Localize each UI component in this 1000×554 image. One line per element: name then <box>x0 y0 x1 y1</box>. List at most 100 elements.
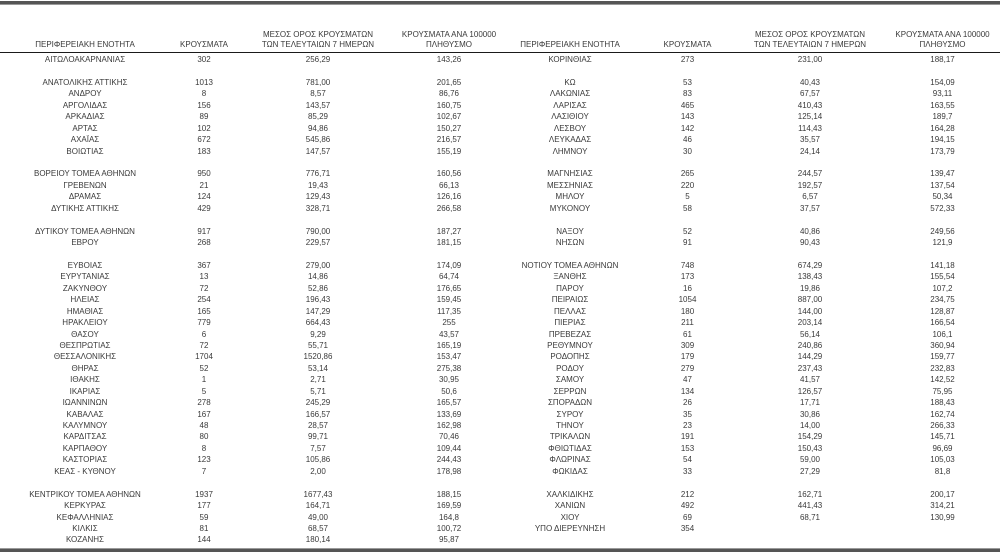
per100k-cell: 109,44 <box>436 443 462 453</box>
per100k-cell: 141,18 <box>930 260 955 270</box>
per100k-cell: 133,69 <box>436 409 462 419</box>
spacer-row <box>0 65 500 76</box>
region-cell: ΚΟΡΙΝΘΙΑΣ <box>548 55 592 64</box>
avg7-cell: 328,71 <box>305 203 331 213</box>
bottom-rule <box>0 548 1000 552</box>
table-row: ΕΥΒΟΙΑΣ 367 279,00 174,09 <box>0 260 500 271</box>
per100k-cell: 200,17 <box>930 489 955 499</box>
avg7-cell: 154,29 <box>797 432 823 442</box>
avg7-cell: 410,43 <box>797 100 823 110</box>
per100k-cell: 216,57 <box>436 135 462 145</box>
per100k-cell: 266,33 <box>930 421 955 430</box>
table-row: ΙΚΑΡΙΑΣ 5 5,71 50,6 <box>0 386 500 397</box>
per100k-cell: 165,57 <box>436 398 462 408</box>
per100k-cell: 145,71 <box>930 432 955 442</box>
avg7-cell: 40,86 <box>799 226 821 236</box>
avg7-cell: 138,43 <box>797 272 823 282</box>
avg7-cell: 674,29 <box>797 260 823 270</box>
per100k-cell: 176,65 <box>436 283 462 293</box>
table-row: ΑΧΑΪΑΣ 672 545,86 216,57 <box>0 134 500 145</box>
table-row: ΘΑΣΟΥ 6 9,29 43,57 <box>0 329 500 340</box>
table-row: ΝΗΣΩΝ 91 90,43 121,9 <box>500 237 1000 248</box>
region-cell: ΜΑΓΝΗΣΙΑΣ <box>547 169 593 179</box>
cases-cell: 429 <box>197 203 211 213</box>
table-row: ΚΩ 53 40,43 154,09 <box>500 77 1000 88</box>
region-cell: ΣΕΡΡΩΝ <box>553 386 587 396</box>
per100k-cell: 75,95 <box>932 386 953 396</box>
cases-cell: 220 <box>680 180 695 190</box>
table-row: ΣΥΡΟΥ 35 30,86 162,74 <box>500 409 1000 420</box>
region-cell: ΡΕΘΥΜΝΟΥ <box>547 340 593 350</box>
per100k-cell: 86,76 <box>438 89 460 99</box>
table-row: ΧΑΛΚΙΔΙΚΗΣ 212 162,71 200,17 <box>500 489 1000 500</box>
region-cell: ΛΕΣΒΟΥ <box>553 123 587 133</box>
region-cell: ΛΑΚΩΝΙΑΣ <box>549 89 591 99</box>
cases-cell: 191 <box>680 432 695 442</box>
avg7-cell: 147,29 <box>305 306 331 316</box>
region-cell: ΘΑΣΟΥ <box>71 329 99 339</box>
cases-cell: 1013 <box>195 77 213 87</box>
avg7-cell: 40,43 <box>799 77 821 87</box>
spacer-row <box>0 248 500 259</box>
cases-cell: 672 <box>197 135 211 145</box>
avg7-cell: 545,86 <box>305 135 331 145</box>
avg7-cell: 85,29 <box>307 112 329 122</box>
table-row: ΝΟΤΙΟΥ ΤΟΜΕΑ ΑΘΗΝΩΝ 748 674,29 141,18 <box>500 260 1000 271</box>
region-cell: ΑΡΓΟΛΙΔΑΣ <box>62 100 108 110</box>
column-header-avg7: ΜΕΣΟΣ ΟΡΟΣ ΚΡΟΥΣΜΑΤΩΝ ΤΩΝ ΤΕΛΕΥΤΑΙΩΝ 7 Η… <box>238 30 398 49</box>
cases-cell: 46 <box>683 135 692 145</box>
column-header-avg7-line2: ΤΩΝ ΤΕΛΕΥΤΑΙΩΝ 7 ΗΜΕΡΩΝ <box>753 39 867 49</box>
per100k-cell: 159,45 <box>436 295 462 305</box>
per100k-cell: 572,33 <box>930 203 955 213</box>
per100k-cell: 173,79 <box>930 146 955 156</box>
cases-cell: 35 <box>683 409 692 419</box>
per100k-cell: 64,74 <box>438 272 460 282</box>
per100k-cell: 255 <box>442 318 456 328</box>
per100k-cell: 162,98 <box>436 421 462 430</box>
cases-cell: 273 <box>680 55 695 64</box>
cases-cell: 7 <box>201 466 207 476</box>
table-row: ΠΡΕΒΕΖΑΣ 61 56,14 106,1 <box>500 329 1000 340</box>
region-cell: ΤΡΙΚΑΛΩΝ <box>549 432 591 442</box>
per100k-cell: 153,47 <box>436 352 462 362</box>
region-cell: ΛΑΣΙΘΙΟΥ <box>551 112 589 122</box>
cases-cell: 59 <box>199 512 209 522</box>
avg7-cell: 166,57 <box>305 409 331 419</box>
avg7-cell: 129,43 <box>305 192 331 202</box>
avg7-cell: 196,43 <box>305 295 331 305</box>
avg7-cell: 240,86 <box>797 340 823 350</box>
cases-cell: 61 <box>683 329 692 339</box>
avg7-cell: 94,86 <box>307 123 329 133</box>
table-row: ΛΕΥΚΑΔΑΣ 46 35,57 194,15 <box>500 134 1000 145</box>
per100k-cell: 155,54 <box>930 272 955 282</box>
region-cell: ΚΑΡΔΙΤΣΑΣ <box>63 432 107 442</box>
column-header-region: ΠΕΡΙΦΕΡΕΙΑΚΗ ΕΝΟΤΗΤΑ <box>500 40 640 50</box>
column-header-avg7-line1: ΜΕΣΟΣ ΟΡΟΣ ΚΡΟΥΣΜΑΤΩΝ <box>262 30 374 39</box>
cases-cell: 33 <box>683 466 692 476</box>
cases-cell: 102 <box>197 123 211 133</box>
avg7-cell: 180,14 <box>305 535 331 545</box>
region-cell: ΘΕΣΣΑΛΟΝΙΚΗΣ <box>53 352 117 362</box>
left-table-body: ΑΙΤΩΛΟΑΚΑΡΝΑΝΙΑΣ 302 256,29 143,26 ΑΝΑΤΟΛΙΚΗ… <box>0 54 500 546</box>
column-header-avg7-line1: ΜΕΣΟΣ ΟΡΟΣ ΚΡΟΥΣΜΑΤΩΝ <box>754 30 866 39</box>
per100k-cell: 66,13 <box>438 180 460 190</box>
cases-cell: 950 <box>197 169 211 179</box>
cases-cell: 917 <box>197 226 211 236</box>
cases-cell: 58 <box>683 203 692 213</box>
table-row: ΒΟΡΕΙΟΥ ΤΟΜΕΑ ΑΘΗΝΩΝ 950 776,71 160,56 <box>0 168 500 179</box>
per100k-cell: 121,9 <box>932 238 953 247</box>
per100k-cell: 142,52 <box>930 375 955 385</box>
cases-cell: 5 <box>201 386 207 396</box>
table-row: ΛΑΡΙΣΑΣ 465 410,43 163,55 <box>500 100 1000 111</box>
cases-cell: 278 <box>197 398 211 408</box>
cases-cell: 52 <box>199 363 209 373</box>
table-row: ΗΜΑΘΙΑΣ 165 147,29 117,35 <box>0 306 500 317</box>
column-header-region-label: ΠΕΡΙΦΕΡΕΙΑΚΗ ΕΝΟΤΗΤΑ <box>35 39 135 49</box>
cases-cell: 142 <box>680 123 695 133</box>
avg7-cell: 144,00 <box>797 306 823 316</box>
cases-cell: 13 <box>199 272 209 282</box>
table-header: ΠΕΡΙΦΕΡΕΙΑΚΗ ΕΝΟΤΗΤΑ ΚΡΟΥΣΜΑΤΑ ΜΕΣΟΣ ΟΡΟ… <box>0 6 1000 52</box>
per100k-cell: 81,8 <box>934 466 951 476</box>
avg7-cell: 279,00 <box>305 260 331 270</box>
table-row: ΑΙΤΩΛΟΑΚΑΡΝΑΝΙΑΣ 302 256,29 143,26 <box>0 54 500 65</box>
